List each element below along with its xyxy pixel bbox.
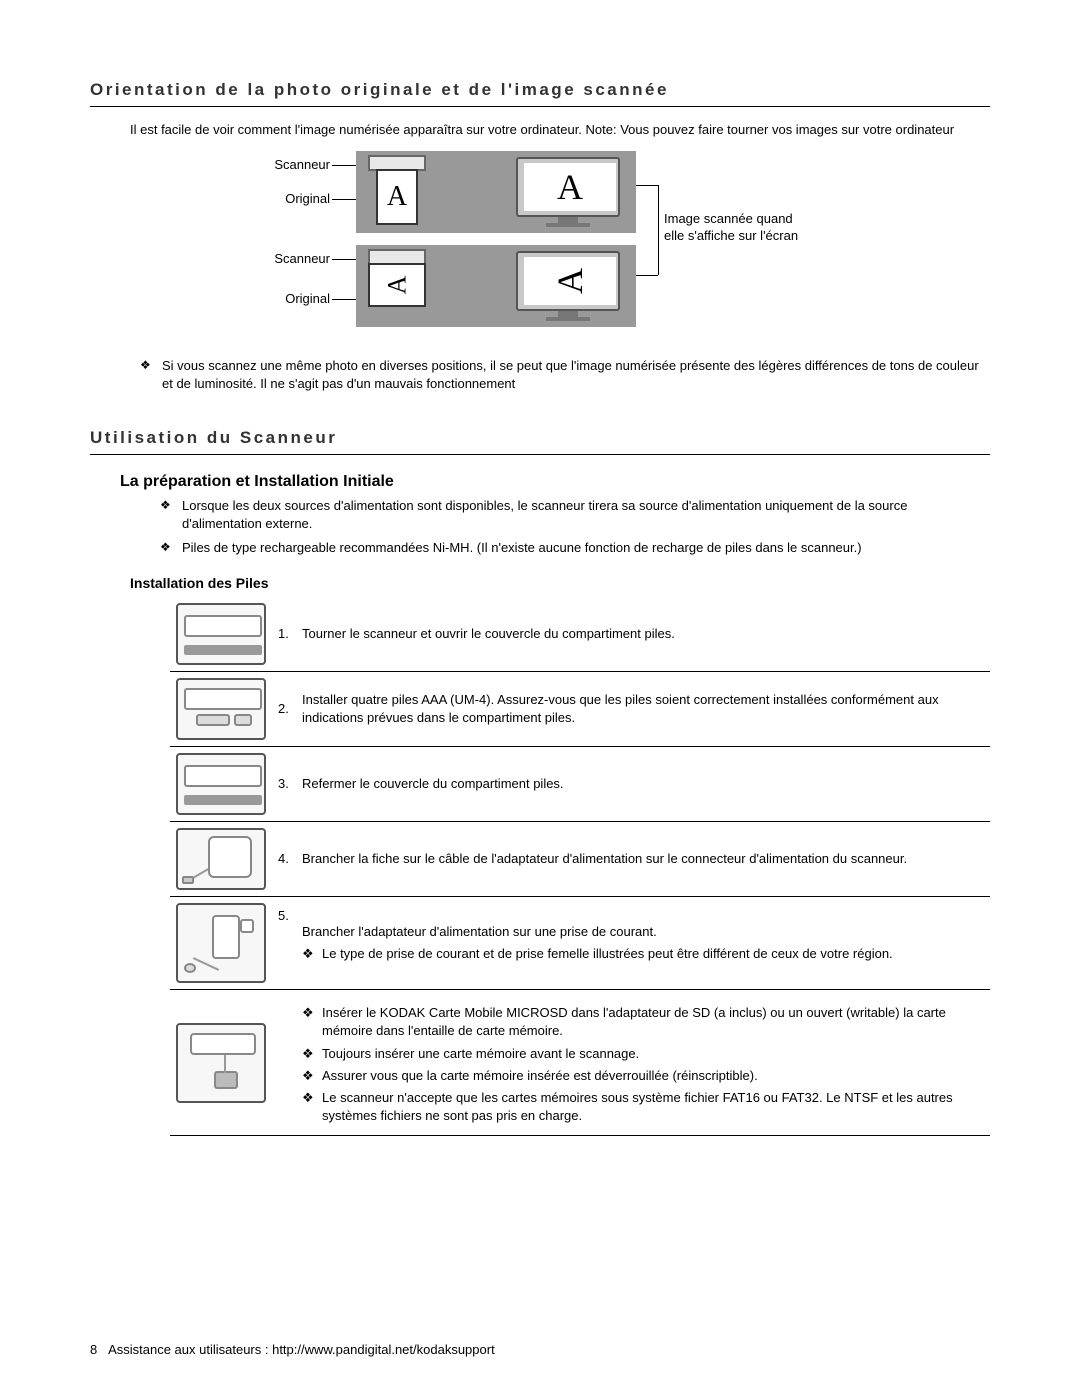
diamond-bullet-icon: ❖ xyxy=(140,357,162,393)
diamond-bullet-icon: ❖ xyxy=(302,1089,322,1125)
diagram-paper-rotated: A xyxy=(368,263,426,307)
page-number: 8 xyxy=(90,1342,97,1357)
step-number: 3. xyxy=(272,747,296,822)
step-number: 4. xyxy=(272,822,296,897)
section-heading-orientation: Orientation de la photo originale et de … xyxy=(90,80,990,107)
orientation-diagram: Scanneur Original Scanneur Original A A xyxy=(90,151,990,341)
diagram-label-original-2: Original xyxy=(250,291,330,306)
diagram-screen-upright: A xyxy=(524,163,616,211)
diagram-callout: Image scannée quand elle s'affiche sur l… xyxy=(664,211,798,245)
diamond-bullet-icon: ❖ xyxy=(302,1045,322,1063)
step-number: 2. xyxy=(272,672,296,747)
step-number: 1. xyxy=(272,597,296,672)
step-text: Tourner le scanneur et ouvrir le couverc… xyxy=(296,597,990,672)
diagram-label-scanner-1: Scanneur xyxy=(250,157,330,172)
orientation-note-bullet: ❖ Si vous scannez une même photo en dive… xyxy=(140,357,990,393)
diamond-bullet-icon: ❖ xyxy=(302,945,322,963)
subheading-install-piles: Installation des Piles xyxy=(130,575,990,591)
step-text: Refermer le couvercle du compartiment pi… xyxy=(296,747,990,822)
diamond-bullet-icon: ❖ xyxy=(160,539,182,557)
step-image-5 xyxy=(176,903,266,983)
diamond-bullet-icon: ❖ xyxy=(302,1004,322,1040)
table-row: 4. Brancher la fiche sur le câble de l'a… xyxy=(170,822,990,897)
diagram-paper-upright: A xyxy=(376,169,418,225)
diagram-label-original-1: Original xyxy=(250,191,330,206)
section-heading-usage: Utilisation du Scanneur xyxy=(90,428,990,455)
step-image-6 xyxy=(176,1023,266,1103)
diagram-screen-rotated: A xyxy=(524,257,616,305)
step-text: Brancher la fiche sur le câble de l'adap… xyxy=(296,822,990,897)
table-row: 2. Installer quatre piles AAA (UM-4). As… xyxy=(170,672,990,747)
prep-bullet-2: ❖ Piles de type rechargeable recommandée… xyxy=(160,539,990,557)
step-number xyxy=(272,990,296,1136)
prep-bullet-1: ❖ Lorsque les deux sources d'alimentatio… xyxy=(160,497,990,533)
table-row: 5. Brancher l'adaptateur d'alimentation … xyxy=(170,897,990,990)
step-number: 5. xyxy=(272,897,296,990)
diagram-label-scanner-2: Scanneur xyxy=(250,251,330,266)
footer-text: Assistance aux utilisateurs : http://www… xyxy=(108,1342,495,1357)
step-text: ❖Insérer le KODAK Carte Mobile MICROSD d… xyxy=(296,990,990,1136)
install-steps-table: 1. Tourner le scanneur et ouvrir le couv… xyxy=(170,597,990,1136)
subheading-preparation: La préparation et Installation Initiale xyxy=(120,473,990,491)
step-text: Installer quatre piles AAA (UM-4). Assur… xyxy=(296,672,990,747)
diamond-bullet-icon: ❖ xyxy=(302,1067,322,1085)
step-image-1 xyxy=(176,603,266,665)
step-text: Brancher l'adaptateur d'alimentation sur… xyxy=(296,897,990,990)
table-row: ❖Insérer le KODAK Carte Mobile MICROSD d… xyxy=(170,990,990,1136)
step-image-3 xyxy=(176,753,266,815)
page-footer: 8 Assistance aux utilisateurs : http://w… xyxy=(90,1342,495,1357)
table-row: 3. Refermer le couvercle du compartiment… xyxy=(170,747,990,822)
table-row: 1. Tourner le scanneur et ouvrir le couv… xyxy=(170,597,990,672)
diamond-bullet-icon: ❖ xyxy=(160,497,182,533)
step-image-4 xyxy=(176,828,266,890)
step-image-2 xyxy=(176,678,266,740)
intro-paragraph: Il est facile de voir comment l'image nu… xyxy=(130,121,990,139)
